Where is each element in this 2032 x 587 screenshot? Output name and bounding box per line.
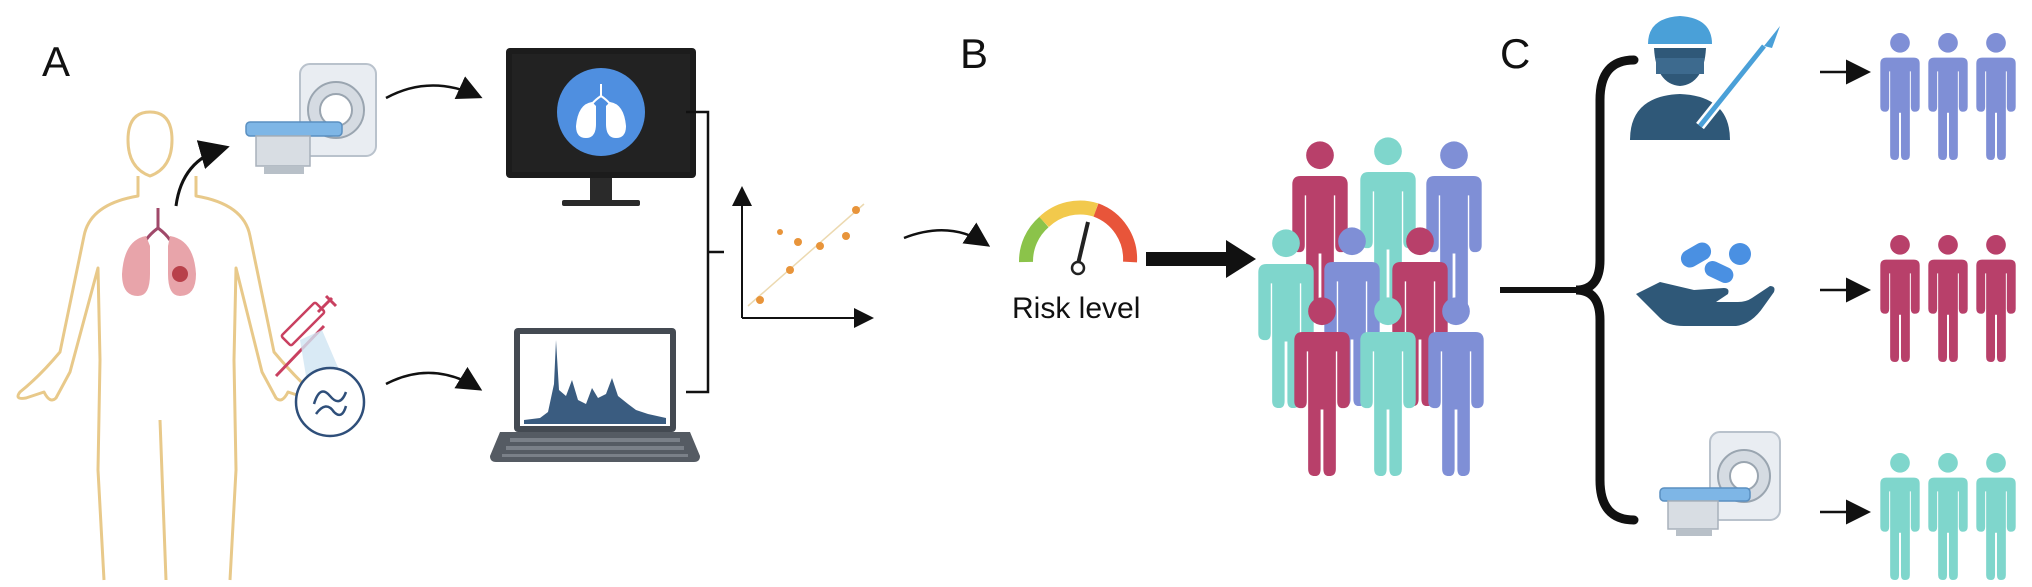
big-arrow xyxy=(1146,240,1256,278)
panel-label-c: C xyxy=(1500,30,1530,77)
monitor-lungs-icon xyxy=(506,48,696,206)
risk-level-label: Risk level xyxy=(1012,292,1140,325)
imaging-patient-group xyxy=(1880,452,2016,580)
panel-label-a: A xyxy=(42,38,70,85)
arrow-ct-to-monitor xyxy=(385,76,483,100)
dna-sample-icon xyxy=(294,330,366,438)
arrow-plot-to-gauge xyxy=(903,222,991,247)
human-body-outline-icon xyxy=(16,110,316,581)
laptop-spectrum-icon xyxy=(490,328,700,462)
surgery-patient-group xyxy=(1880,32,2016,160)
surgeon-scalpel-icon xyxy=(1630,16,1780,140)
medication-patient-group xyxy=(1880,234,2016,362)
ct-scanner-icon xyxy=(245,63,377,174)
patient-crowd-icon xyxy=(1258,137,1484,476)
arrow-sample-to-laptop xyxy=(385,366,483,391)
merge-bracket xyxy=(686,110,724,394)
hand-pills-icon xyxy=(1636,242,1775,326)
risk-gauge-icon xyxy=(1018,200,1138,276)
arrow-body-to-ct xyxy=(174,140,230,207)
curly-bracket xyxy=(1575,55,1639,525)
scatter-plot-icon xyxy=(732,186,874,328)
ct-scanner-icon xyxy=(1659,431,1781,536)
panel-label-b: B xyxy=(960,30,988,77)
lung-icon xyxy=(122,208,196,296)
